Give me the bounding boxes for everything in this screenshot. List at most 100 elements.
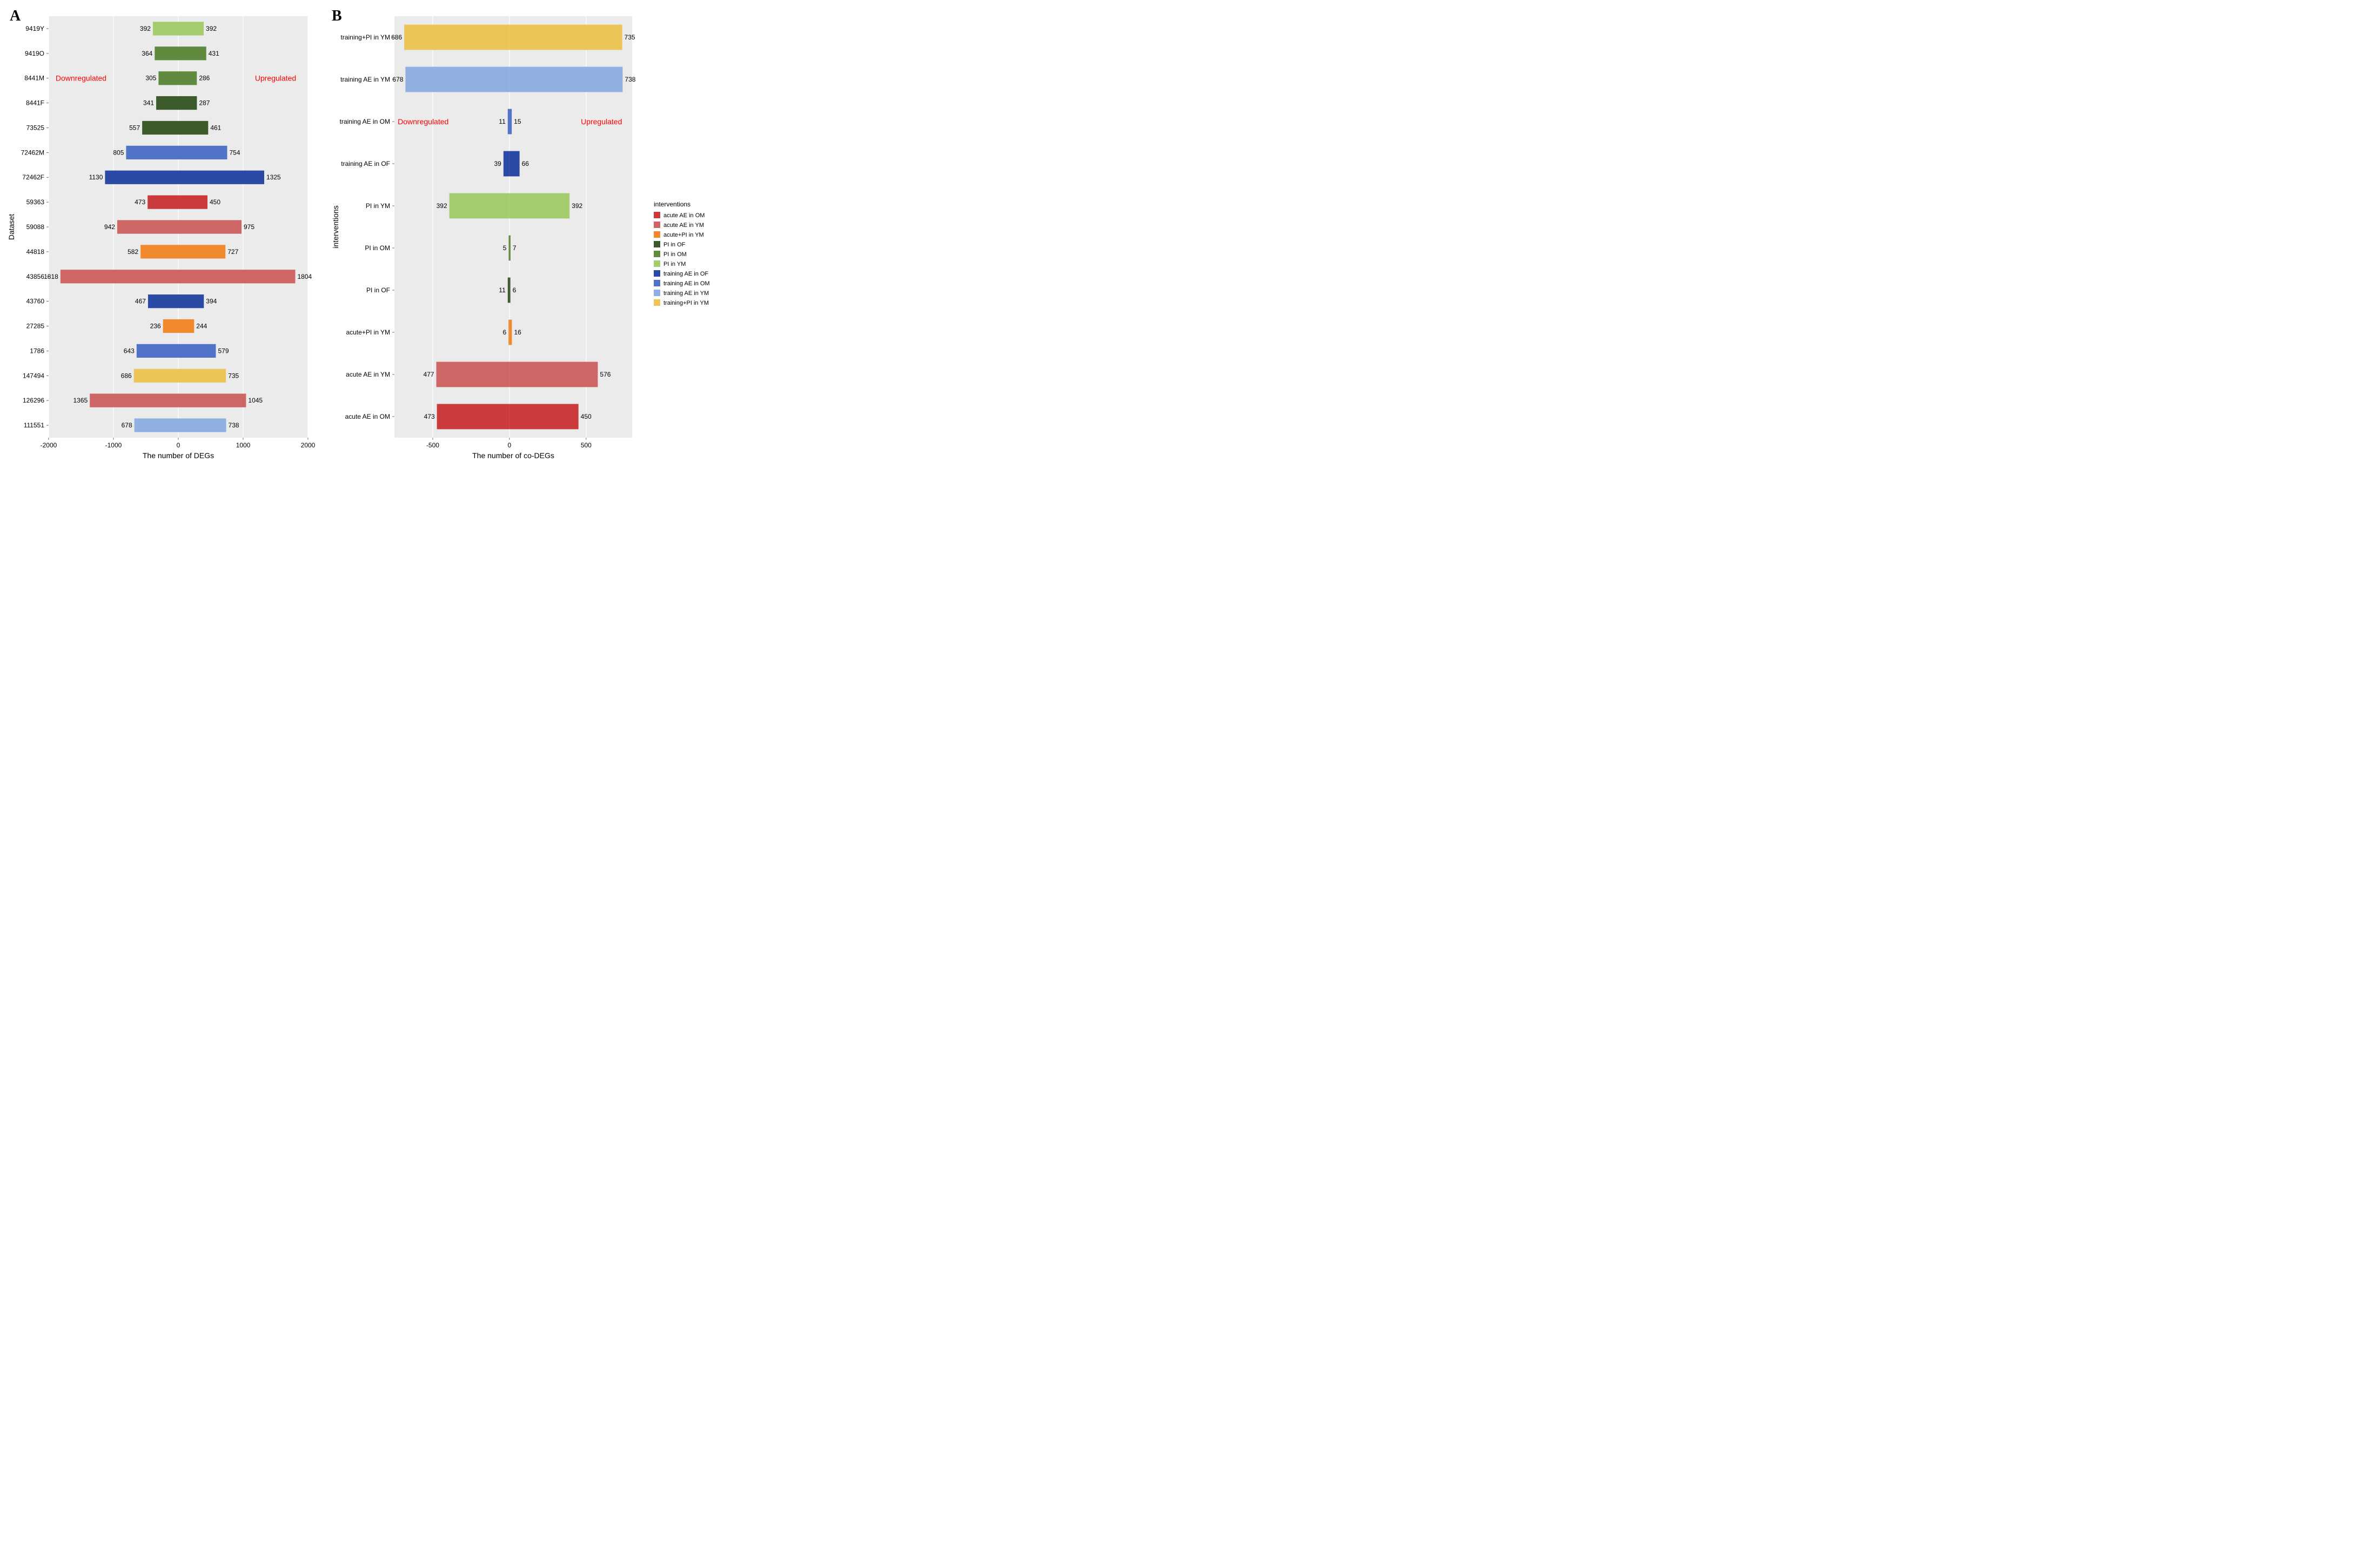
bar-up xyxy=(509,236,511,261)
bar-down xyxy=(504,151,509,177)
bar-down xyxy=(134,369,178,383)
bar-down xyxy=(508,236,509,261)
y-tick-label: PI in OF xyxy=(366,286,390,294)
bar-down-label: 942 xyxy=(104,223,115,231)
bar-down xyxy=(135,418,178,432)
bar-down-label: 364 xyxy=(142,50,152,57)
bar-down-label: 392 xyxy=(437,202,447,210)
y-tick-label: 8441M xyxy=(24,75,44,82)
bar-up xyxy=(178,394,246,407)
legend-swatch xyxy=(654,222,660,228)
bar-down-label: 473 xyxy=(135,198,145,206)
bar-up xyxy=(509,320,512,345)
bar-up-label: 394 xyxy=(206,298,217,305)
bar-up xyxy=(178,96,197,110)
bar-up xyxy=(178,196,207,209)
legend-swatch xyxy=(654,299,660,306)
y-tick-label: 43760 xyxy=(26,298,45,305)
bar-up xyxy=(178,344,216,358)
legend-swatch xyxy=(654,270,660,277)
y-tick-label: PI in OM xyxy=(365,244,390,252)
bar-down-label: 392 xyxy=(140,25,151,32)
legend-label: acute+PI in YM xyxy=(663,232,704,238)
y-tick-label: 72462F xyxy=(22,173,44,181)
y-tick-label: 72462M xyxy=(21,149,44,156)
y-tick-label: training AE in YM xyxy=(340,76,390,83)
bar-down-label: 39 xyxy=(494,160,501,167)
bar-up-label: 727 xyxy=(227,248,238,256)
y-tick-label: acute AE in YM xyxy=(346,371,390,378)
bar-down-label: 11 xyxy=(499,286,506,294)
x-tick-label: -2000 xyxy=(41,441,57,449)
legend-label: training AE in OM xyxy=(663,280,710,287)
bar-down xyxy=(508,278,509,303)
bar-up xyxy=(178,294,204,308)
bar-down-label: 477 xyxy=(423,371,434,378)
bar-up-label: 735 xyxy=(228,372,239,379)
legend-label: PI in YM xyxy=(663,261,686,267)
y-tick-label: 8441F xyxy=(26,99,44,107)
bar-up-label: 286 xyxy=(199,75,210,82)
bar-up xyxy=(509,362,598,387)
panel-b-label: B xyxy=(332,8,342,25)
bar-up-label: 244 xyxy=(196,323,207,330)
figure: A 3923929419Y3644319419O3052868441M34128… xyxy=(0,0,724,475)
legend-label: training+PI in YM xyxy=(663,300,709,306)
legend-title: interventions xyxy=(654,200,690,208)
y-tick-label: 147494 xyxy=(23,372,44,379)
bar-up xyxy=(178,319,194,333)
bar-up-label: 579 xyxy=(218,347,229,354)
bar-down-label: 467 xyxy=(135,298,146,305)
bar-up-label: 392 xyxy=(572,202,582,210)
y-tick-label: 9419Y xyxy=(25,25,44,32)
bar-up-label: 287 xyxy=(199,99,210,107)
y-tick-label: 59363 xyxy=(26,198,45,206)
bar-down xyxy=(61,270,178,283)
bar-down xyxy=(404,25,509,50)
bar-down-label: 5 xyxy=(503,244,507,252)
bar-down-label: 1365 xyxy=(73,397,88,404)
panel-b: B 686735training+PI in YM678738training … xyxy=(330,5,654,470)
bar-down xyxy=(436,362,509,387)
legend-label: acute AE in OM xyxy=(663,212,705,219)
upregulated-label: Upregulated xyxy=(255,74,296,83)
panel-a-label: A xyxy=(10,8,21,25)
bar-up-label: 754 xyxy=(229,149,240,156)
bar-down-label: 236 xyxy=(150,323,161,330)
bar-up-label: 66 xyxy=(522,160,529,167)
bar-up-label: 735 xyxy=(625,33,635,41)
y-tick-label: 43856 xyxy=(26,273,45,280)
legend-swatch xyxy=(654,251,660,257)
x-axis-label: The number of co-DEGs xyxy=(472,451,554,460)
bar-down xyxy=(156,96,178,110)
bar-up-label: 738 xyxy=(625,76,635,83)
bar-down xyxy=(117,220,178,233)
bar-down xyxy=(148,196,178,209)
legend-label: training AE in OF xyxy=(663,271,708,277)
downregulated-label: Downregulated xyxy=(56,74,106,83)
bar-up-label: 6 xyxy=(513,286,517,294)
x-tick-label: 2000 xyxy=(301,441,316,449)
y-tick-label: 44818 xyxy=(26,248,45,256)
bar-up-label: 392 xyxy=(206,25,217,32)
legend-label: acute AE in YM xyxy=(663,222,704,229)
legend-label: training AE in YM xyxy=(663,290,709,297)
bar-up xyxy=(178,22,204,35)
bar-down xyxy=(508,109,509,135)
y-axis-label: Dataset xyxy=(7,214,16,240)
bar-down-label: 582 xyxy=(128,248,138,256)
bar-up xyxy=(178,71,197,85)
bar-down-label: 686 xyxy=(121,372,132,379)
downregulated-label: Downregulated xyxy=(398,117,448,126)
bar-up xyxy=(509,67,622,92)
bar-down xyxy=(148,294,178,308)
bar-down-label: 473 xyxy=(424,413,435,420)
bar-up xyxy=(178,46,206,60)
bar-up xyxy=(509,151,520,177)
bar-up-label: 450 xyxy=(581,413,592,420)
bar-up-label: 975 xyxy=(244,223,254,231)
y-tick-label: 73525 xyxy=(26,124,45,131)
bar-down-label: 1818 xyxy=(44,273,58,280)
legend-swatch xyxy=(654,231,660,238)
upregulated-label: Upregulated xyxy=(581,117,622,126)
